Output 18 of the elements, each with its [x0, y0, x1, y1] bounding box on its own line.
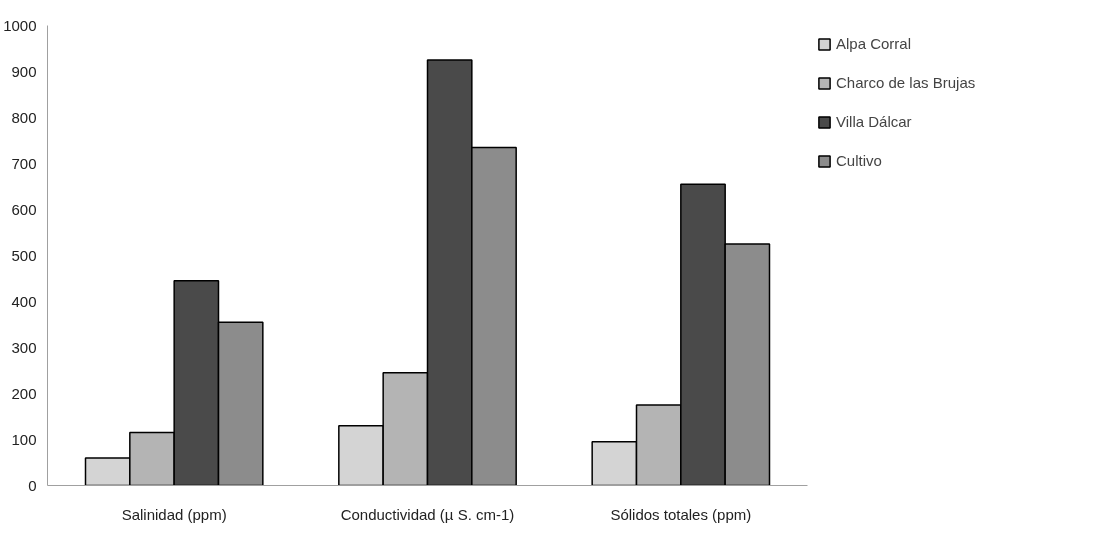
y-tick-label: 1000	[3, 16, 37, 34]
y-tick-label: 700	[11, 154, 37, 172]
x-tick-label: Sólidos totales (ppm)	[610, 505, 752, 523]
y-tick-label: 800	[11, 108, 37, 126]
y-tick-label: 900	[11, 62, 37, 80]
y-tick-label: 600	[11, 200, 37, 218]
y-tick-label: 300	[11, 338, 37, 356]
x-tick-label: Conductividad (µ S. cm-1)	[340, 505, 515, 523]
y-tick-label: 0	[28, 476, 37, 494]
x-tick-label: Salinidad (ppm)	[121, 505, 227, 523]
y-tick-label: 100	[11, 430, 37, 448]
y-tick-label: 400	[11, 292, 37, 310]
legend-label: Charco de las Brujas	[836, 74, 976, 91]
legend-label: Alpa Corral	[836, 35, 912, 52]
y-tick-label: 200	[11, 384, 37, 402]
y-tick-label: 500	[11, 246, 37, 264]
legend-label: Cultivo	[836, 152, 882, 169]
legend-label: Villa Dálcar	[836, 113, 912, 130]
